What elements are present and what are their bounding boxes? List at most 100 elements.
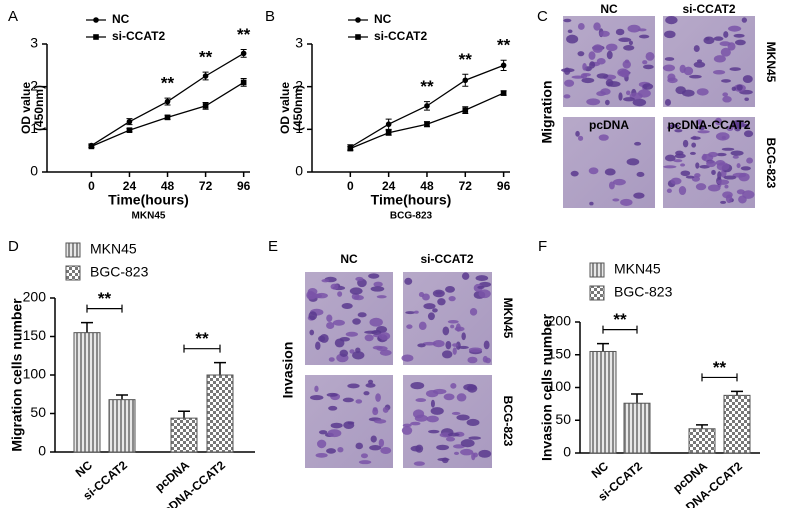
bar (170, 417, 198, 453)
image-panel-e: E Invasion NC si-CCAT2 MKN45 BCG-823 (268, 238, 515, 447)
annotation: ** (195, 329, 209, 348)
micrograph (663, 117, 755, 208)
cell (352, 351, 365, 360)
marker (202, 103, 209, 109)
cell (369, 317, 383, 327)
cell (732, 155, 739, 159)
bar (623, 402, 651, 454)
cell (330, 422, 343, 429)
cell (711, 169, 716, 176)
cell (349, 349, 355, 354)
cell (716, 162, 730, 171)
marker (164, 98, 171, 105)
cell (445, 340, 452, 350)
cell (670, 177, 682, 185)
marker (88, 143, 95, 150)
cell (326, 321, 335, 330)
y-tick-label: 100 (23, 366, 47, 382)
cell (422, 293, 430, 301)
cell (307, 291, 317, 300)
cell (742, 190, 755, 199)
annotation: ** (199, 48, 213, 67)
cell (628, 40, 633, 46)
cell (575, 130, 580, 137)
cell (370, 286, 385, 292)
cell (577, 23, 585, 30)
cell (695, 183, 707, 191)
cell (618, 37, 632, 42)
cell (468, 347, 483, 353)
cell (689, 151, 696, 155)
cell (721, 147, 735, 151)
cell (371, 329, 382, 335)
marker (385, 129, 392, 136)
annotation: ** (237, 25, 251, 44)
cell (633, 192, 645, 199)
cell (570, 170, 579, 177)
cell (596, 58, 606, 65)
legend-swatch (65, 265, 81, 281)
cell (375, 393, 381, 402)
cell (337, 446, 344, 453)
cell (746, 157, 753, 164)
cell (665, 16, 678, 25)
cell (694, 173, 701, 178)
cell (683, 66, 694, 76)
cell (466, 418, 480, 427)
cell (622, 60, 631, 69)
cell (723, 175, 737, 180)
cell (468, 436, 481, 440)
cell (460, 439, 475, 448)
x-tick-label: 24 (123, 179, 137, 193)
cell (725, 194, 733, 204)
cell (315, 292, 328, 299)
cell (561, 68, 575, 73)
y-tick-label: 2 (30, 77, 38, 93)
cell (713, 55, 726, 63)
cell (347, 421, 355, 425)
cell (453, 451, 460, 455)
cell (469, 308, 478, 316)
x-tick-label: 0 (88, 179, 95, 193)
cell (445, 436, 456, 442)
cell (589, 201, 594, 206)
marker (240, 79, 247, 86)
y-tick-label: 0 (295, 163, 303, 179)
y-tick-label: 0 (30, 163, 38, 179)
cell (417, 343, 426, 348)
cell (452, 343, 459, 347)
cell (664, 99, 672, 106)
legend-label: NC (112, 12, 130, 26)
cell (701, 153, 714, 162)
marker (500, 62, 507, 69)
cell (599, 30, 610, 37)
cell (623, 97, 635, 102)
cell (626, 158, 640, 166)
cell (667, 77, 678, 84)
y-tick-label: 200 (548, 313, 572, 329)
cell (341, 303, 353, 309)
cell (675, 150, 684, 156)
error-bar (631, 393, 643, 404)
cell (690, 136, 701, 140)
cell (663, 165, 677, 169)
image-panel-c: C Migration NC si-CCAT2 MKN45 BCG-823 (537, 2, 778, 188)
y-tick-label: 3 (30, 35, 38, 51)
marker (93, 34, 99, 40)
cell (342, 397, 354, 403)
cell (720, 200, 727, 204)
cell (442, 326, 450, 336)
chart-subtitle: BCG-823 (390, 211, 433, 222)
cell (666, 188, 672, 193)
cell (318, 430, 328, 435)
cell (461, 332, 466, 341)
cell (427, 312, 435, 321)
cell (680, 163, 686, 167)
cell (436, 444, 450, 451)
cell (729, 67, 741, 71)
cell (326, 314, 333, 322)
x-tick-label: 48 (420, 179, 434, 193)
cell (316, 439, 327, 449)
cell (738, 172, 750, 182)
